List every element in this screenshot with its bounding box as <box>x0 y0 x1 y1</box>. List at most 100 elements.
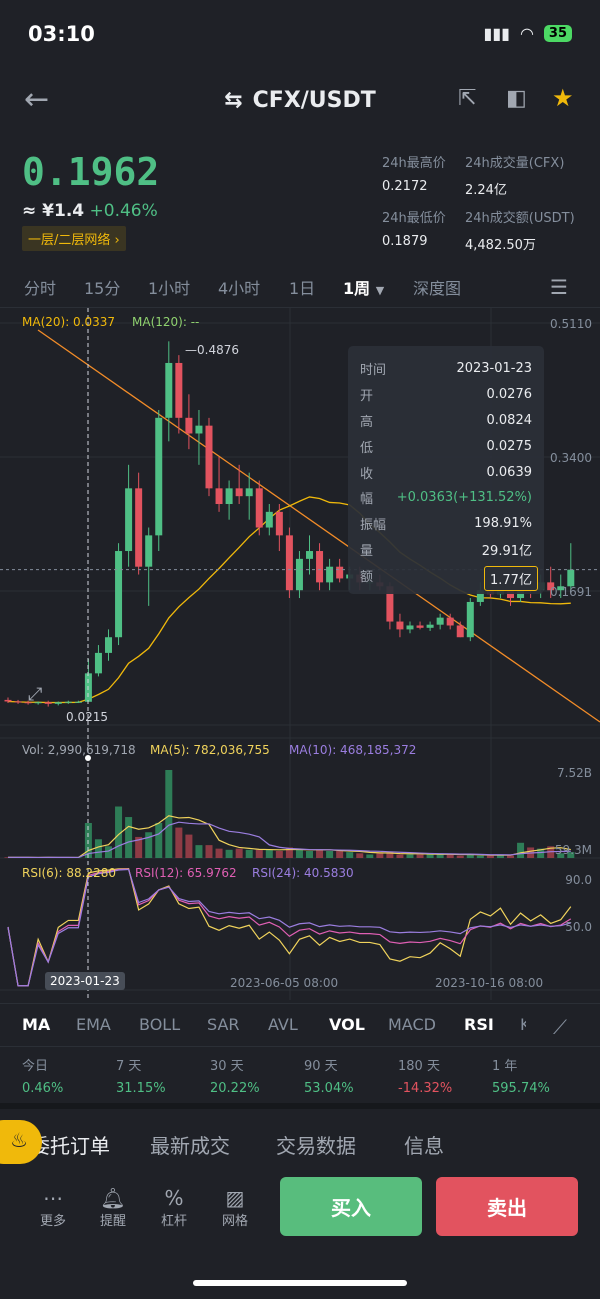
tab-indicator-vol[interactable]: VOL <box>329 1015 365 1034</box>
percent-icon: % <box>164 1186 184 1210</box>
grid-button[interactable]: ▨ 网格 <box>217 1186 253 1229</box>
tab-indicator-sar[interactable]: SAR <box>207 1015 240 1034</box>
divider <box>0 307 600 308</box>
tab-interval[interactable]: 15分 <box>84 279 121 298</box>
fire-icon[interactable]: ♨ <box>0 1120 42 1164</box>
tab-interval[interactable]: 1日 <box>289 279 316 298</box>
candle <box>386 586 394 622</box>
volume-bar <box>426 854 434 858</box>
volume-bar <box>486 855 494 858</box>
indicator-settings-icon[interactable]: ⟋ <box>553 1015 567 1039</box>
candle <box>255 488 263 528</box>
candle <box>547 582 555 591</box>
price-tick: 0.1691 <box>550 585 592 599</box>
tab-indicator-rsi[interactable]: RSI <box>464 1015 494 1034</box>
more-button[interactable]: ⋯ 更多 <box>35 1186 71 1229</box>
volume-bar <box>446 854 454 858</box>
tab-indicator-macd[interactable]: MACD <box>388 1015 436 1034</box>
volume-bar <box>386 852 394 858</box>
volume-bar <box>215 848 223 858</box>
volume-bar <box>406 854 414 858</box>
perf-7d: 7 天 31.15% <box>116 1059 166 1096</box>
tab-interval[interactable]: 4小时 <box>218 279 261 298</box>
layout-icon[interactable]: ◧ <box>506 86 527 111</box>
tab-indicator-ema[interactable]: EMA <box>76 1015 111 1034</box>
tab-interval[interactable]: 1小时 <box>148 279 191 298</box>
divider <box>0 1003 600 1004</box>
tab-data[interactable]: 交易数据 <box>276 1134 356 1158</box>
perf-180d: 180 天 -14.32% <box>398 1059 453 1096</box>
status-icons: ▮▮▮ ◠ 35 <box>484 24 572 43</box>
volume-bar <box>295 849 303 858</box>
volume-bar <box>235 848 243 858</box>
change-percent: +0.46% <box>89 201 158 221</box>
volume-bar <box>376 853 384 858</box>
volume-bar <box>205 845 213 858</box>
expand-icon[interactable]: ⤢ <box>28 684 43 705</box>
crosshair-date-label: 2023-01-23 <box>45 972 125 990</box>
vol-ma10-line <box>7 821 571 859</box>
ma120-legend: MA(120): -- <box>132 315 200 329</box>
trend-line <box>37 329 600 723</box>
share-icon[interactable]: ⇱ <box>458 86 477 111</box>
buy-button[interactable]: 买入 <box>280 1177 422 1236</box>
more-icon: ⋯ <box>43 1186 63 1210</box>
volume-bar <box>94 839 102 858</box>
candle <box>74 701 82 703</box>
volume-bar <box>306 850 313 858</box>
candle <box>567 569 575 587</box>
candle <box>275 511 283 536</box>
tab-interval[interactable]: 分时 <box>24 279 57 298</box>
volume-bar <box>466 854 474 858</box>
stat-high: 24h最高价 0.2172 <box>382 156 446 194</box>
tab-interval-active[interactable]: 1周 ▼ <box>343 279 385 298</box>
vol-ma10-legend: MA(10): 468,185,372 <box>289 743 417 757</box>
chart-settings-icon[interactable]: ☰ <box>550 275 568 299</box>
volume-bar <box>195 845 203 858</box>
candle <box>125 488 133 552</box>
candle <box>265 511 273 528</box>
pair-title[interactable]: ⇆ CFX/USDT <box>0 88 600 113</box>
candle <box>175 362 183 418</box>
low-label: 0.0215 <box>66 710 108 724</box>
signal-icon: ▮▮▮ <box>483 24 510 43</box>
sell-button[interactable]: 卖出 <box>436 1177 578 1236</box>
alert-button[interactable]: 🔔︎ 提醒 <box>95 1186 131 1229</box>
volume-bar <box>567 852 575 858</box>
candle <box>225 488 233 505</box>
tab-depth[interactable]: 深度图 <box>413 279 462 298</box>
candle <box>466 601 474 638</box>
vol-tick: 7.52B <box>557 766 592 780</box>
volume-bar <box>155 822 163 858</box>
tab-indicator-ma[interactable]: MA <box>22 1015 51 1034</box>
tab-indicator-k[interactable]: K <box>520 1015 526 1034</box>
network-tag[interactable]: 一层/二层网络 › <box>22 226 126 251</box>
divider <box>0 1103 600 1109</box>
volume-bar <box>537 848 545 858</box>
battery-icon: 35 <box>543 25 572 42</box>
rsi24-legend: RSI(24): 40.5830 <box>252 866 354 880</box>
candle <box>145 535 153 567</box>
volume-bar <box>265 849 273 858</box>
tab-trades[interactable]: 最新成交 <box>150 1134 230 1158</box>
vol-ma5-legend: MA(5): 782,036,755 <box>150 743 270 757</box>
volume-bar <box>336 850 344 858</box>
candle <box>44 702 52 704</box>
volume-bar <box>476 855 484 858</box>
perf-90d: 90 天 53.04% <box>304 1059 354 1096</box>
favorite-star-icon[interactable]: ★ <box>552 84 574 112</box>
tab-indicator-boll[interactable]: BOLL <box>139 1015 181 1034</box>
date-tick: 2023-06-05 08:00 <box>230 976 339 990</box>
volume-bar <box>125 817 133 858</box>
tab-indicator-avl[interactable]: AVL <box>268 1015 298 1034</box>
leverage-button[interactable]: % 杠杆 <box>156 1186 192 1229</box>
vol-legend: Vol: 2,990,619,718 <box>22 743 136 757</box>
candle <box>326 566 334 583</box>
ma20-legend: MA(20): 0.0337 <box>22 315 116 329</box>
tab-info[interactable]: 信息 <box>404 1134 444 1158</box>
tab-orders[interactable]: 委托订单 <box>30 1134 110 1158</box>
volume-bar <box>496 854 504 858</box>
candle <box>446 617 454 626</box>
volume-bar <box>285 847 293 858</box>
back-icon[interactable]: ← <box>24 82 50 117</box>
